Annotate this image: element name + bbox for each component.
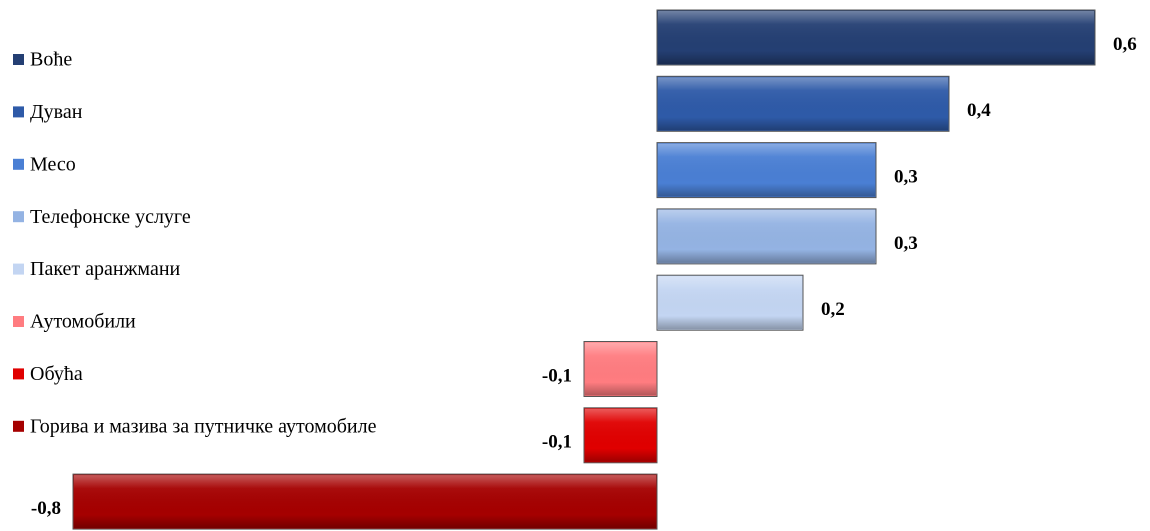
value-label: -0,1	[542, 432, 572, 453]
value-label: -0,8	[31, 498, 61, 519]
legend-label: Месо	[30, 153, 76, 175]
legend-swatch	[13, 263, 24, 275]
value-label: 0,4	[967, 100, 991, 121]
value-label: 0,3	[894, 233, 918, 254]
legend-label: Пакет аранжмани	[30, 258, 181, 280]
legend-swatch	[13, 420, 24, 432]
legend-swatch	[13, 316, 24, 327]
legend-label: Дуван	[30, 101, 83, 123]
value-label: -0,1	[542, 365, 572, 386]
bar-shine	[658, 276, 802, 330]
legend-swatch	[13, 158, 24, 170]
legend-label: Воће	[30, 49, 72, 71]
value-label: 0,3	[894, 166, 918, 187]
legend-label: Обућа	[30, 363, 83, 385]
bar-shine	[74, 475, 656, 529]
value-label: 0,6	[1113, 34, 1137, 55]
legend-swatch	[13, 368, 24, 380]
bar-shine	[658, 143, 875, 197]
bar-shine	[658, 77, 948, 131]
bar-shine	[658, 11, 1094, 64]
bar-shine	[585, 408, 656, 462]
legend-swatch	[13, 106, 24, 118]
legend-label: Аутомобили	[30, 311, 136, 333]
bar-shine	[585, 342, 656, 396]
bar-shine	[658, 209, 875, 263]
legend-swatch	[13, 211, 24, 223]
value-label: 0,2	[821, 299, 845, 320]
legend-label: Горива и мазива за путничке аутомобиле	[30, 415, 377, 437]
legend-label: Телефонске услуге	[30, 206, 191, 228]
legend-swatch	[13, 54, 24, 65]
